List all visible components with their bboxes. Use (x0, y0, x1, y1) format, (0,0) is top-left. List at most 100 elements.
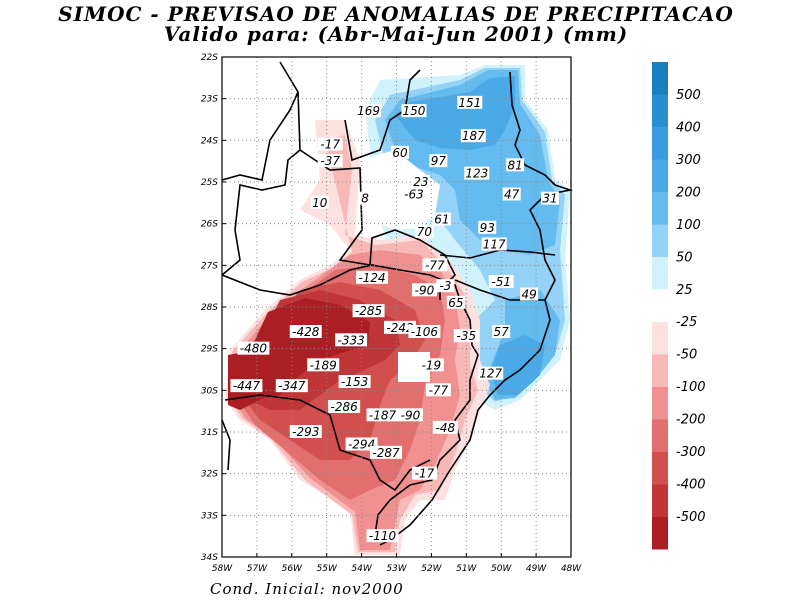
longitude-labels: 58W 57W 56W 55W 54W 53W 52W 51W 50W 49W 48W (212, 553, 582, 574)
annotation-background (453, 329, 479, 343)
colorbar-swatch-positive (652, 257, 668, 290)
annotation-value: -90 (401, 408, 421, 422)
annotation-background (366, 529, 399, 543)
annotation-background (411, 466, 437, 480)
annotations: 169 150 151 187 -17 -37 60 97 81 123 23 47 31 10 8 -63 6… (230, 95, 560, 543)
annotation-value: 49 (521, 288, 536, 302)
annotation-value: 81 (508, 158, 523, 172)
annotation-background (492, 325, 511, 338)
annotation-background (418, 358, 444, 372)
annotation-value: -347 (278, 379, 306, 393)
initial-condition-label: Cond. Inicial: nov2000 (210, 580, 404, 598)
anomaly-region-red-500 (238, 298, 370, 400)
colorbar-label: -300 (676, 445, 706, 460)
annotation-background (401, 187, 427, 201)
annotation-value: 150 (402, 104, 425, 118)
latitude-label: 26S (201, 220, 218, 230)
annotation-value: -428 (292, 325, 320, 339)
annotation-background (317, 137, 343, 151)
boundary-uruguay (224, 394, 431, 492)
annotation-value: -124 (358, 271, 385, 285)
annotation-value: -17 (415, 467, 435, 481)
annotation-value: -48 (436, 421, 456, 435)
latitude-label: 32S (201, 470, 218, 480)
annotation-background (328, 400, 361, 413)
colorbar-swatch-positive (652, 224, 668, 257)
annotation-background (275, 379, 308, 393)
latitude-label: 23S (201, 95, 218, 105)
annotation-value: -19 (422, 358, 442, 372)
annotation-value: 127 (479, 367, 502, 381)
latitude-label: 30S (201, 386, 218, 396)
annotation-background (432, 420, 458, 434)
annotation-background (481, 237, 507, 251)
longitude-label: 55W (317, 564, 338, 574)
annotation-background (352, 304, 385, 318)
colorbar-swatch-negative (652, 419, 668, 452)
annotation-background (230, 379, 263, 393)
annotation-value: 93 (480, 221, 495, 235)
colorbar-label: 25 (676, 283, 693, 298)
annotation-value: -37 (320, 154, 340, 168)
annotation-background (401, 104, 427, 118)
colorbar-swatch-positive (652, 94, 668, 127)
annotation-value: 10 (312, 196, 328, 210)
anomaly-fields (225, 65, 570, 555)
latitude-label: 25S (201, 178, 218, 188)
annotation-value: -447 (233, 379, 261, 393)
longitude-label: 51W (456, 564, 477, 574)
annotation-background (488, 275, 514, 288)
annotation-background (237, 341, 270, 355)
annotation-background (370, 445, 403, 459)
annotation-value: -110 (369, 529, 397, 543)
annotation-value: 123 (465, 167, 488, 181)
annotation-value: -3 (439, 279, 451, 293)
annotation-background (383, 320, 416, 334)
annotation-background (422, 258, 448, 272)
annotation-background (478, 366, 504, 380)
annotation-value: 65 (448, 296, 463, 310)
annotation-background (520, 287, 539, 301)
annotation-value: -293 (292, 425, 319, 439)
colorbar-label: -500 (676, 510, 706, 525)
colorbar-label: 100 (676, 218, 701, 233)
annotation-value: -17 (320, 138, 340, 152)
annotation-value: -333 (338, 333, 365, 347)
colorbar-swatch-positive (652, 192, 668, 225)
anomaly-region-blue-east-inner (490, 335, 545, 395)
latitude-label: 29S (201, 345, 218, 355)
annotation-value: -189 (310, 358, 337, 372)
annotation-value: 97 (431, 154, 447, 168)
latitude-labels: 22S 23S 24S 25S 26S 27S 28S 29S 30S 31S 32S 33S 34S (201, 53, 226, 563)
annotation-background (460, 129, 486, 143)
boundary-northwest (221, 91, 299, 181)
map-subtitle: Valido para: (Abr-Mai-Jun 2001) (mm) (163, 22, 629, 46)
latitude-label: 31S (201, 428, 218, 438)
annotation-value: 8 (361, 192, 369, 206)
annotation-value: 57 (494, 325, 510, 339)
annotation-background (310, 195, 329, 209)
annotation-value: -77 (429, 383, 449, 397)
colorbar-swatch-negative (652, 322, 668, 355)
boundaries (221, 61, 574, 546)
annotation-background (317, 154, 343, 168)
boundary-mato-grosso-south (299, 149, 456, 300)
boundary-parana-state (344, 69, 421, 162)
annotation-background (502, 187, 521, 201)
latitude-label: 28S (201, 303, 218, 313)
annotation-value: 61 (434, 213, 449, 227)
latitude-label: 34S (201, 553, 218, 563)
annotation-value: 60 (392, 146, 408, 160)
annotation-value: -77 (425, 258, 445, 272)
annotation-background (478, 220, 497, 234)
annotation-background (345, 437, 378, 451)
boundary-argentina (221, 419, 231, 471)
map-title: SIMOC - PREVISAO DE ANOMALIAS DE PRECIPI… (58, 2, 734, 26)
annotation-background (408, 325, 441, 338)
colorbar-swatch-positive (652, 159, 668, 192)
annotation-background (411, 283, 437, 297)
annotation-value: 187 (462, 129, 485, 143)
annotation-value: -90 (415, 283, 435, 297)
annotation-value: -285 (355, 304, 382, 318)
